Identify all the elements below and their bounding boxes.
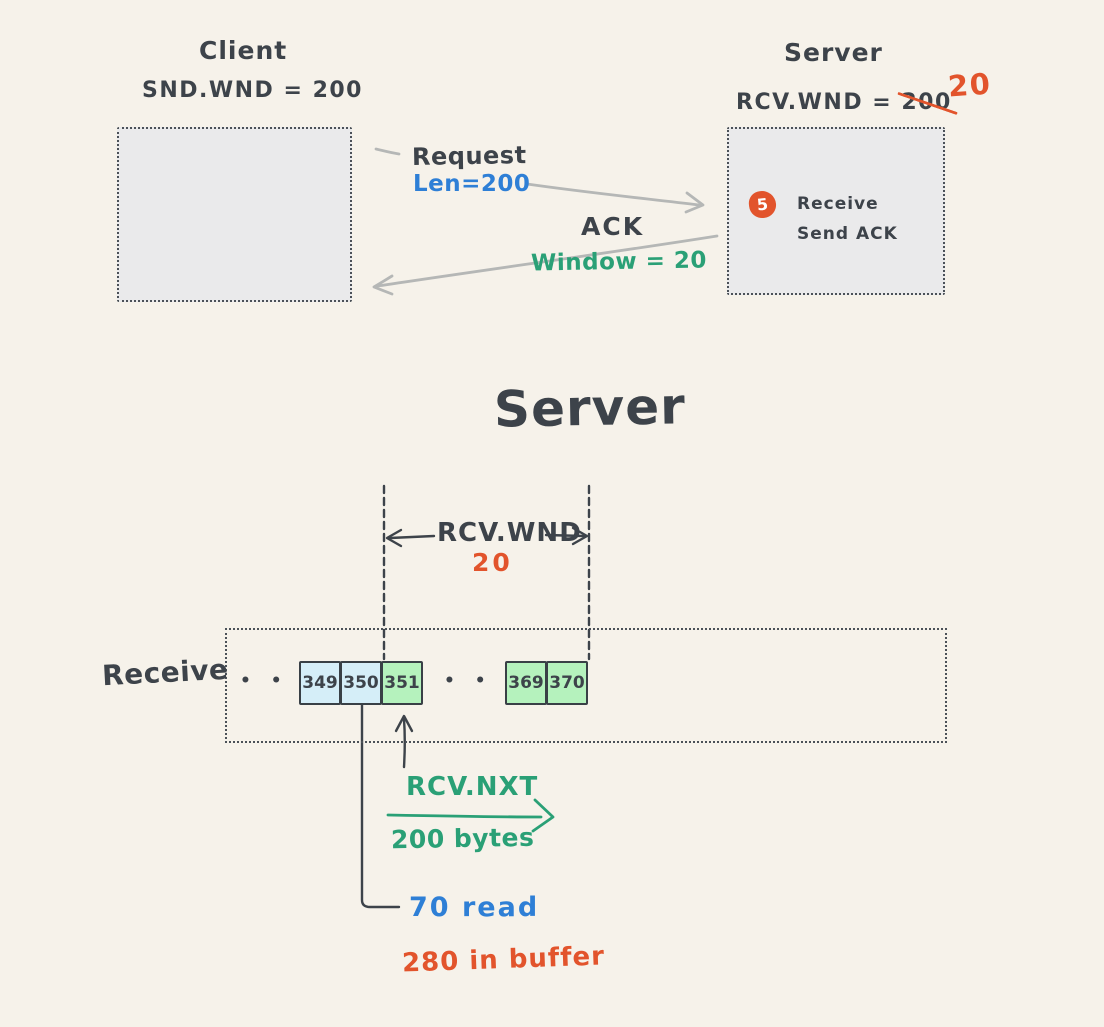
read-note: 70 read (409, 892, 540, 923)
rcv-nxt-underline-arrow-line (386, 813, 543, 819)
request-label: Request (411, 141, 527, 171)
server-action-line1: Receive (797, 194, 879, 214)
buffer-cell-350: 350 (340, 661, 382, 705)
server-window-label: RCV.WND = 200 20 (736, 67, 992, 116)
rcv-wnd-old-value: 200 (897, 90, 959, 115)
request-arrow-head (684, 191, 705, 214)
receive-row-label: Receive (101, 652, 230, 693)
rcv-wnd-new-value: 20 (946, 66, 993, 104)
ack-arrow-head (372, 274, 394, 296)
buffer-note: 280 in buffer (401, 941, 606, 979)
client-title: Client (199, 36, 288, 65)
ack-detail-label: Window = 20 (530, 247, 708, 277)
server-title: Server (784, 38, 883, 67)
buffer-diagram-title: Server (493, 377, 687, 439)
client-window-label: SND.WND = 200 (142, 78, 363, 103)
rcv-nxt-detail: 200 bytes (390, 822, 535, 855)
request-detail-label: Len=200 (413, 171, 531, 197)
buffer-cell-369: 369 (505, 661, 547, 705)
rcv-wnd-span-left-line (388, 534, 436, 540)
rcv-wnd-label: RCV.WND (437, 518, 582, 548)
buffer-cell-351: 351 (381, 661, 423, 705)
rcv-nxt-underline-arrow-head (531, 798, 555, 833)
server-window-prefix: RCV.WND = (736, 90, 893, 115)
request-leader-dash (374, 147, 401, 156)
server-action-line2: Send ACK (797, 224, 898, 244)
ack-label: ACK (581, 212, 645, 241)
rcv-wnd-span-left-head (385, 528, 403, 548)
rcv-wnd-value: 20 (472, 548, 513, 577)
request-arrow-line (525, 182, 701, 207)
buffer-ellipsis-left: • • • (240, 671, 320, 691)
client-buffer-box (117, 127, 352, 302)
buffer-cell-349: 349 (299, 661, 341, 705)
buffer-ellipsis-mid: • • • (444, 671, 524, 691)
server-action-text: Receive Send ACK (797, 189, 898, 249)
receive-buffer-box (225, 628, 947, 743)
buffer-cell-370: 370 (546, 661, 588, 705)
rcv-nxt-label: RCV.NXT (406, 772, 539, 802)
